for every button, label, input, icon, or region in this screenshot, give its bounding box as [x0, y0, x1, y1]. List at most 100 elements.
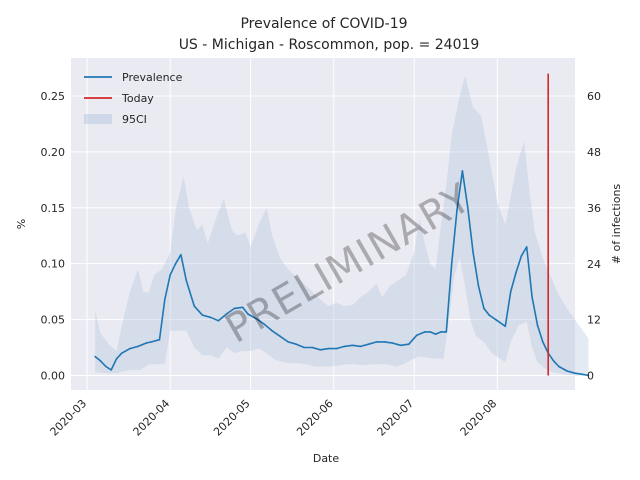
prevalence-line: [94, 170, 589, 377]
prevalence-point: [158, 338, 161, 341]
prevalence-point: [424, 331, 426, 333]
prevalence-point: [263, 323, 265, 325]
prevalence-point: [440, 331, 442, 333]
prevalence-point: [295, 343, 298, 346]
legend-label-today: Today: [121, 92, 154, 105]
prevalence-point: [456, 209, 458, 211]
prevalence-point: [351, 344, 354, 347]
prevalence-point: [477, 285, 480, 287]
prevalence-point: [185, 279, 188, 282]
prevalence-point: [445, 331, 448, 333]
prevalence-point: [193, 305, 196, 308]
prevalence-point: [145, 342, 147, 344]
prevalence-point: [461, 170, 464, 172]
prevalence-point: [169, 274, 171, 276]
prevalence-point: [359, 345, 362, 348]
prevalence-point: [279, 335, 281, 338]
y-tick-label: 0.10: [41, 258, 66, 271]
prevalence-point: [472, 251, 474, 254]
y-tick-label: 0.00: [41, 369, 66, 382]
prevalence-point: [416, 334, 418, 337]
prevalence-point: [391, 342, 394, 344]
y2-tick-label: 36: [587, 202, 601, 215]
prevalence-point: [552, 360, 555, 362]
prevalence-point: [429, 331, 432, 333]
prevalence-point: [94, 355, 96, 358]
y2-axis-label: # of infections: [610, 184, 623, 265]
prevalence-point: [496, 319, 499, 322]
prevalence-point: [536, 324, 539, 327]
prevalence-point: [531, 296, 533, 299]
prevalence-point: [180, 253, 182, 256]
y2-axis-ticks: 0 12 24 36 48 60: [587, 90, 601, 382]
prevalence-point: [399, 344, 402, 347]
y-tick-label: 0.20: [41, 146, 66, 159]
x-axis-label: Date: [313, 452, 340, 465]
prevalence-point: [110, 369, 112, 371]
prevalence-point: [525, 246, 528, 248]
prevalence-point: [217, 319, 220, 322]
y-tick-label: 0.05: [41, 314, 66, 327]
prevalence-point: [327, 347, 330, 350]
prevalence-point: [375, 341, 378, 343]
prevalence-point: [574, 372, 576, 375]
plot-area: [71, 58, 575, 390]
legend: Prevalence Today 95CI: [84, 71, 183, 126]
prevalence-point: [509, 290, 512, 293]
y2-tick-label: 48: [587, 146, 601, 159]
prevalence-point: [408, 343, 410, 346]
ci-band-95: [95, 75, 589, 376]
prevalence-point: [271, 330, 273, 332]
prevalence-point: [542, 341, 544, 343]
prevalence-point: [467, 207, 469, 209]
prevalence-point: [137, 345, 139, 348]
y2-tick-label: 12: [587, 314, 601, 327]
prevalence-point: [150, 341, 153, 343]
prevalence-point: [303, 346, 306, 349]
y-axis-ticks: 0.00 0.05 0.10 0.15 0.20 0.25: [41, 90, 66, 382]
prevalence-point: [343, 345, 346, 348]
chart-subtitle: US - Michigan - Roscommon, pop. = 24019: [179, 37, 480, 53]
legend-label-95ci: 95CI: [122, 113, 147, 126]
prevalence-point: [558, 365, 560, 368]
chart-title: Prevalence of COVID-19: [240, 16, 407, 32]
confidence-band: [95, 75, 589, 376]
prevalence-point: [225, 313, 228, 315]
prevalence-point: [209, 316, 212, 319]
prevalence-point: [520, 255, 523, 257]
prevalence-point: [115, 357, 118, 360]
legend-swatch-95ci: [84, 114, 112, 124]
prevalence-point: [319, 349, 322, 351]
prevalence-point: [129, 347, 131, 350]
y-axis-label: %: [15, 219, 28, 229]
legend-label-prevalence: Prevalence: [122, 71, 183, 84]
prevalence-point: [311, 346, 314, 349]
prevalence-point: [450, 262, 453, 265]
prevalence-point: [434, 333, 437, 335]
gridlines: [71, 58, 575, 390]
y2-tick-label: 0: [587, 369, 594, 382]
prevalence-point: [587, 374, 590, 377]
prevalence-point: [287, 341, 289, 343]
y2-tick-label: 24: [587, 258, 601, 271]
y-tick-label: 0.15: [41, 202, 66, 215]
prevalence-point: [121, 352, 123, 354]
prevalence-point: [99, 360, 102, 362]
prevalence-point: [105, 365, 107, 368]
prevalence-point: [582, 373, 584, 376]
prevalence-point: [383, 341, 386, 343]
prevalence-point: [247, 313, 249, 315]
prevalence-point: [367, 343, 370, 346]
prevalence-point: [174, 262, 177, 265]
prevalence-point: [255, 317, 257, 320]
prevalence-point: [504, 325, 507, 328]
prevalence-point: [164, 298, 166, 301]
prevalence-point: [488, 314, 491, 316]
prevalence-point: [483, 307, 485, 310]
y2-tick-label: 60: [587, 90, 601, 103]
prevalence-point: [241, 306, 244, 309]
prevalence-point: [233, 307, 236, 310]
series-lines: [94, 73, 590, 377]
prevalence-point: [201, 314, 204, 316]
